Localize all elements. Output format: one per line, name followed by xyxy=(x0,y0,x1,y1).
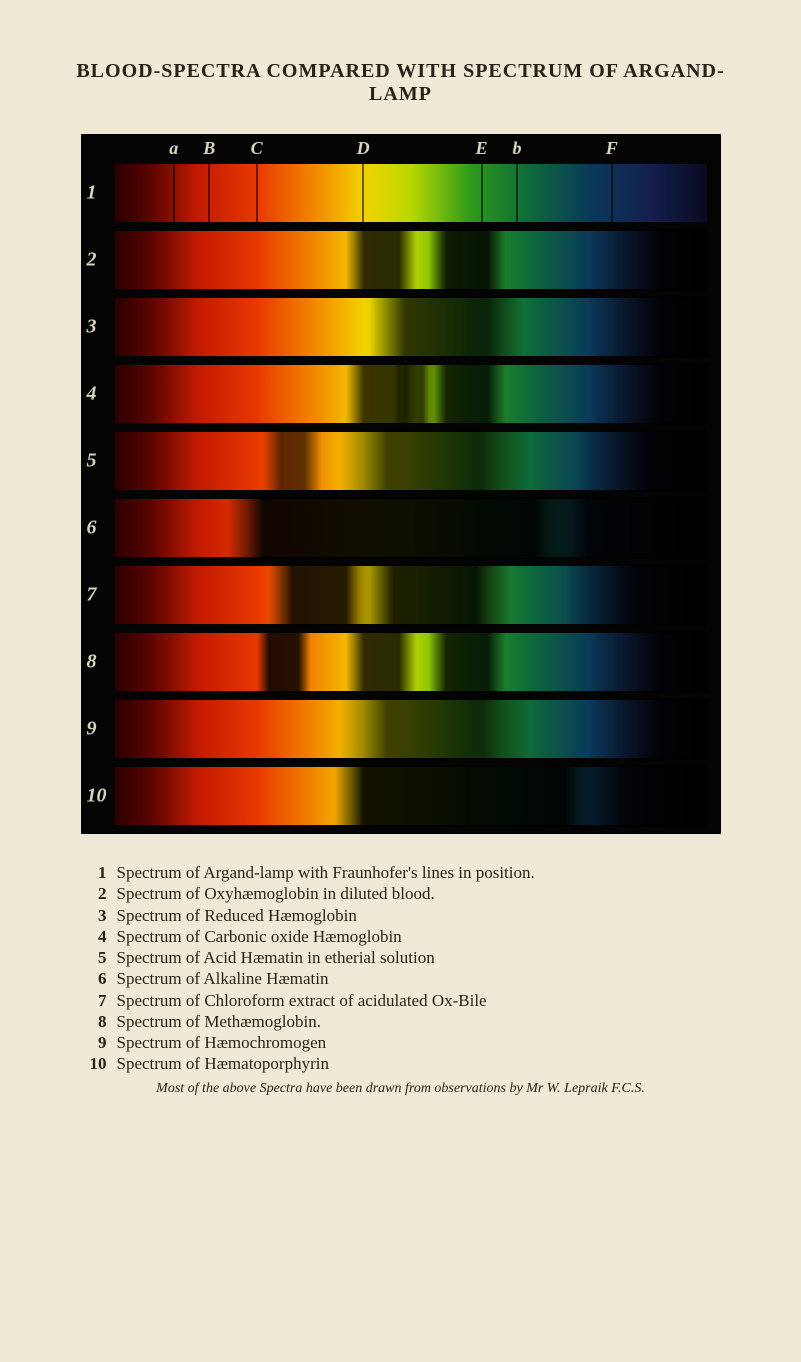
legend-item: 9 Spectrum of Hæmochromogen xyxy=(81,1032,721,1053)
legend-number: 10 xyxy=(81,1053,107,1074)
legend-number: 9 xyxy=(81,1032,107,1053)
legend: 1 Spectrum of Argand-lamp with Fraunhofer… xyxy=(81,862,721,1075)
violet-fade xyxy=(115,296,707,358)
spectrum-row: 3 xyxy=(81,298,721,356)
violet-fade xyxy=(115,631,707,693)
legend-text: Spectrum of Alkaline Hæmatin xyxy=(117,968,721,989)
page-title: BLOOD-SPECTRA COMPARED WITH SPECTRUM OF … xyxy=(60,60,741,106)
legend-text: Spectrum of Hæmatoporphyrin xyxy=(117,1053,721,1074)
row-number: 10 xyxy=(87,785,107,808)
row-number: 6 xyxy=(87,517,97,540)
spectrum-strip xyxy=(115,499,707,557)
fraunhofer-line xyxy=(362,164,364,222)
legend-text: Spectrum of Acid Hæmatin in etherial sol… xyxy=(117,947,721,968)
fraunhofer-line xyxy=(208,164,210,222)
legend-item: 2 Spectrum of Oxyhæmoglobin in diluted bl… xyxy=(81,883,721,904)
legend-number: 4 xyxy=(81,926,107,947)
legend-text: Spectrum of Oxyhæmoglobin in diluted blo… xyxy=(117,883,721,904)
spectrum-strip xyxy=(115,298,707,356)
fraunhofer-line xyxy=(611,164,613,222)
fraunhofer-label: B xyxy=(203,138,215,159)
violet-fade xyxy=(115,363,707,425)
fraunhofer-label: D xyxy=(357,138,370,159)
spectrum-row: 5 xyxy=(81,432,721,490)
legend-number: 2 xyxy=(81,883,107,904)
fraunhofer-label: b xyxy=(513,138,522,159)
spectrum-row: 9 xyxy=(81,700,721,758)
spectrum-strip xyxy=(115,432,707,490)
spectrum-rows: 1 2 3 4 5 6 7 8 9 10 xyxy=(81,164,721,834)
row-number: 7 xyxy=(87,584,97,607)
fraunhofer-line xyxy=(173,164,175,222)
fraunhofer-line xyxy=(516,164,518,222)
row-number: 9 xyxy=(87,718,97,741)
spectrum-gradient xyxy=(115,164,707,222)
violet-fade xyxy=(115,497,707,559)
row-number: 8 xyxy=(87,651,97,674)
legend-number: 5 xyxy=(81,947,107,968)
legend-text: Spectrum of Hæmochromogen xyxy=(117,1032,721,1053)
spectrum-row: 1 xyxy=(81,164,721,222)
legend-item: 4 Spectrum of Carbonic oxide Hæmoglobin xyxy=(81,926,721,947)
spectrum-row: 2 xyxy=(81,231,721,289)
fraunhofer-labels: a B C D Eb F xyxy=(81,134,721,164)
footnote: Most of the above Spectra have been draw… xyxy=(60,1081,741,1097)
legend-number: 1 xyxy=(81,862,107,883)
fraunhofer-label: F xyxy=(606,138,618,159)
fraunhofer-line xyxy=(256,164,258,222)
spectrum-strip xyxy=(115,700,707,758)
legend-text: Spectrum of Methæmoglobin. xyxy=(117,1011,721,1032)
row-number: 3 xyxy=(87,316,97,339)
row-number: 2 xyxy=(87,249,97,272)
legend-item: 1 Spectrum of Argand-lamp with Fraunhofer… xyxy=(81,862,721,883)
row-number: 4 xyxy=(87,383,97,406)
spectrum-strip xyxy=(115,566,707,624)
spectrum-strip xyxy=(115,365,707,423)
row-number: 1 xyxy=(87,182,97,205)
legend-item: 3 Spectrum of Reduced Hæmoglobin xyxy=(81,905,721,926)
row-number: 5 xyxy=(87,450,97,473)
violet-fade xyxy=(115,698,707,760)
spectrum-strip xyxy=(115,633,707,691)
spectrum-plate: a B C D Eb F 1 2 3 4 5 6 7 8 9 10 xyxy=(81,134,721,834)
fraunhofer-label: a xyxy=(169,138,178,159)
legend-text: Spectrum of Argand-lamp with Fraunhofer'… xyxy=(117,862,721,883)
fraunhofer-label: C xyxy=(251,138,263,159)
legend-text: Spectrum of Chloroform extract of acidul… xyxy=(117,990,721,1011)
violet-fade xyxy=(115,229,707,291)
legend-text: Spectrum of Carbonic oxide Hæmoglobin xyxy=(117,926,721,947)
legend-number: 8 xyxy=(81,1011,107,1032)
legend-item: 7 Spectrum of Chloroform extract of acidu… xyxy=(81,990,721,1011)
fraunhofer-label: E xyxy=(476,138,488,159)
legend-text: Spectrum of Reduced Hæmoglobin xyxy=(117,905,721,926)
legend-item: 6 Spectrum of Alkaline Hæmatin xyxy=(81,968,721,989)
violet-fade xyxy=(115,564,707,626)
page: BLOOD-SPECTRA COMPARED WITH SPECTRUM OF … xyxy=(0,0,801,1362)
violet-fade xyxy=(115,430,707,492)
legend-item: 8 Spectrum of Methæmoglobin. xyxy=(81,1011,721,1032)
spectrum-row: 6 xyxy=(81,499,721,557)
spectrum-strip xyxy=(115,164,707,222)
spectrum-strip xyxy=(115,231,707,289)
spectrum-row: 7 xyxy=(81,566,721,624)
legend-number: 3 xyxy=(81,905,107,926)
violet-fade xyxy=(115,765,707,827)
spectrum-row: 10 xyxy=(81,767,721,825)
legend-item: 10 Spectrum of Hæmatoporphyrin xyxy=(81,1053,721,1074)
spectrum-row: 4 xyxy=(81,365,721,423)
spectrum-row: 8 xyxy=(81,633,721,691)
legend-number: 6 xyxy=(81,968,107,989)
spectrum-strip xyxy=(115,767,707,825)
fraunhofer-line xyxy=(481,164,483,222)
legend-item: 5 Spectrum of Acid Hæmatin in etherial so… xyxy=(81,947,721,968)
legend-number: 7 xyxy=(81,990,107,1011)
